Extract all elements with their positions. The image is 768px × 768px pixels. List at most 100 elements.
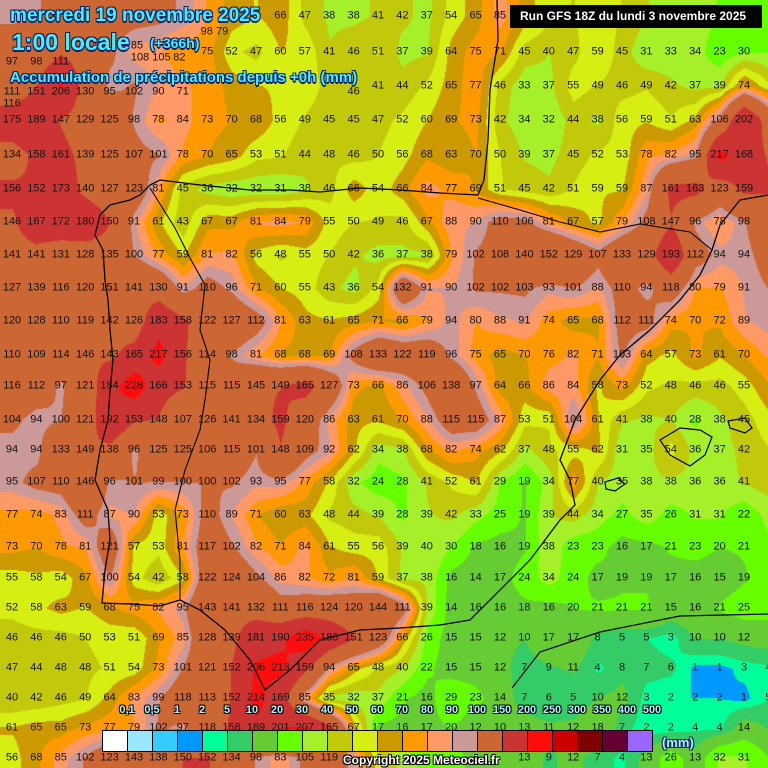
grid-value: 51 xyxy=(664,113,677,126)
grid-value: 55 xyxy=(298,248,311,261)
grid-value: 190 xyxy=(271,631,290,644)
grid-value: 68 xyxy=(420,443,433,456)
grid-value: 108 xyxy=(130,51,150,64)
grid-value: 108 xyxy=(637,215,656,228)
grid-value: 78 xyxy=(54,540,67,553)
grid-value: 73 xyxy=(79,721,92,734)
grid-value: 82 xyxy=(664,148,677,161)
legend-label: 2 xyxy=(198,704,206,716)
grid-value: 116 xyxy=(296,601,314,614)
grid-value: 112 xyxy=(247,314,265,327)
grid-value: 158 xyxy=(222,721,241,734)
grid-value: 39 xyxy=(420,45,433,58)
grid-value: 128 xyxy=(27,314,46,327)
grid-value: 69 xyxy=(323,348,336,361)
grid-value: 129 xyxy=(637,248,656,261)
grid-value: 77 xyxy=(298,475,311,488)
grid-value: 112 xyxy=(27,379,46,392)
grid-value: 235 xyxy=(295,631,314,644)
grid-value: 28 xyxy=(396,508,409,521)
grid-value: 31 xyxy=(274,182,287,195)
grid-value: 40 xyxy=(591,475,604,488)
legend-label: 0,5 xyxy=(144,704,160,716)
grid-value: 172 xyxy=(51,215,70,228)
grid-value: 78 xyxy=(176,148,189,161)
grid-value: 165 xyxy=(320,721,339,734)
grid-value: 8 xyxy=(618,661,626,674)
grid-value: 23 xyxy=(567,540,580,553)
grid-value: 101 xyxy=(173,661,192,674)
grid-value: 21 xyxy=(615,601,629,614)
grid-value: 110 xyxy=(198,281,216,294)
grid-value: 94 xyxy=(5,443,19,456)
grid-value: 61 xyxy=(323,314,336,327)
grid-value: 104 xyxy=(246,571,266,584)
grid-value: 17 xyxy=(371,721,385,734)
grid-value: 15 xyxy=(469,661,482,674)
legend-swatch xyxy=(178,731,203,751)
grid-value: 29 xyxy=(493,475,507,488)
grid-value: 30 xyxy=(737,45,751,58)
grid-value: 57 xyxy=(664,348,677,361)
grid-value: 206 xyxy=(51,85,70,98)
grid-value: 44 xyxy=(347,508,360,521)
grid-value: 110 xyxy=(52,314,70,327)
grid-value: 53 xyxy=(518,413,531,426)
grid-value: 95 xyxy=(103,85,116,98)
grid-value: 46 xyxy=(323,182,336,195)
grid-value: 13 xyxy=(689,751,702,764)
grid-value: 106 xyxy=(710,113,729,126)
legend-swatch xyxy=(153,731,178,751)
grid-value: 125 xyxy=(149,443,168,456)
grid-value: 73 xyxy=(152,661,165,674)
grid-value: 123 xyxy=(124,182,144,195)
grid-value: 94 xyxy=(737,248,751,261)
grid-value: 37 xyxy=(689,79,702,92)
grid-value: 33 xyxy=(518,79,531,92)
grid-value: 58 xyxy=(176,571,189,584)
grid-value: 40 xyxy=(420,540,433,553)
grid-value: 57 xyxy=(591,215,604,228)
grid-value: 77 xyxy=(469,79,482,92)
grid-value: 95 xyxy=(689,148,702,161)
grid-value: 114 xyxy=(52,348,70,361)
grid-value: 13 xyxy=(640,751,653,764)
grid-value: 97 xyxy=(5,55,19,68)
grid-value: 3 xyxy=(740,661,748,674)
grid-value: 37 xyxy=(713,443,726,456)
grid-value: 88 xyxy=(420,413,433,426)
grid-value: 65 xyxy=(347,661,360,674)
grid-value: 60 xyxy=(274,45,287,58)
legend-swatch xyxy=(453,731,478,751)
grid-value: 60 xyxy=(420,113,433,126)
grid-value: 70 xyxy=(201,148,214,161)
grid-value: 46 xyxy=(396,215,409,228)
grid-value: 15 xyxy=(664,601,677,614)
grid-value: 1 xyxy=(716,661,723,674)
grid-value: 116 xyxy=(52,281,70,294)
grid-value: 90 xyxy=(469,215,482,228)
grid-value: 70 xyxy=(518,348,531,361)
grid-value: 141 xyxy=(222,413,241,426)
grid-value: 183 xyxy=(149,314,168,327)
grid-value: 87 xyxy=(493,413,507,426)
grid-value: 228 xyxy=(124,379,144,392)
grid-value: 54 xyxy=(371,182,385,195)
grid-value: 15 xyxy=(445,661,458,674)
grid-value: 73 xyxy=(5,540,19,553)
grid-value: 58 xyxy=(323,475,336,488)
grid-value: 71 xyxy=(249,508,263,521)
legend-swatch xyxy=(578,731,603,751)
grid-value: 141 xyxy=(2,248,22,261)
grid-value: 161 xyxy=(661,182,680,195)
grid-value: 46 xyxy=(493,79,507,92)
grid-value: 82 xyxy=(298,571,311,584)
grid-value: 34 xyxy=(371,443,385,456)
grid-value: 76 xyxy=(542,348,555,361)
grid-value: 107 xyxy=(124,148,144,161)
grid-value: 16 xyxy=(615,540,629,553)
grid-value: 110 xyxy=(3,348,21,361)
grid-value: 112 xyxy=(613,314,631,327)
grid-value: 149 xyxy=(271,379,290,392)
